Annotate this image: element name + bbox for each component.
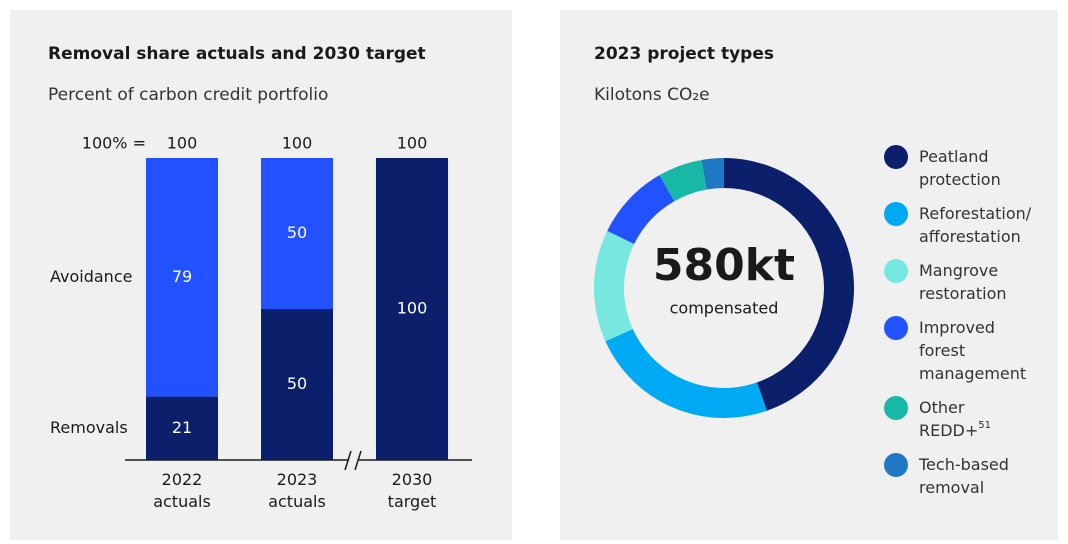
value-label: 50 (287, 223, 307, 242)
legend-marker (884, 396, 908, 420)
donut-segment (607, 175, 675, 245)
legend-label: Other REDD+51 (919, 398, 991, 440)
legend-label-line: Tech-based (918, 455, 1009, 474)
x-tick-label-line: target (388, 492, 437, 511)
legend-marker (884, 316, 908, 340)
legend-label-line: afforestation (919, 227, 1021, 246)
legend-label-line: REDD+ (919, 421, 978, 440)
center-sublabel: compensated (670, 299, 779, 318)
panel (560, 10, 1058, 540)
x-tick-label: 2023 actuals (268, 470, 326, 511)
x-tick-label-line: 2030 (392, 470, 433, 489)
x-tick-label-line: actuals (153, 492, 211, 511)
x-tick-label: 2022 actuals (153, 470, 211, 511)
center-label: 580kt (653, 240, 795, 291)
x-tick-label-line: actuals (268, 492, 326, 511)
legend-label-line: removal (919, 478, 984, 497)
footnote: 51 (978, 420, 991, 431)
axis-break (344, 450, 352, 471)
legend-marker (884, 453, 908, 477)
donut-segment (724, 158, 854, 411)
x-tick-label-line: 2023 (277, 470, 318, 489)
series-label: Avoidance (50, 267, 132, 286)
legend-label: Tech-based removal (918, 455, 1009, 497)
legend-label-line: Peatland (919, 147, 989, 166)
legend-label-line: Other (919, 398, 965, 417)
donut-segment (659, 159, 707, 202)
legend-label-line: forest (919, 341, 965, 360)
total-label: 100 (282, 134, 313, 153)
legend-marker (884, 145, 908, 169)
value-label: 79 (172, 267, 192, 286)
legend-marker (884, 202, 908, 226)
value-label: 100 (397, 299, 428, 318)
legend-label-line: restoration (919, 284, 1007, 303)
legend-marker (884, 259, 908, 283)
bar-segment (261, 309, 333, 460)
value-label: 50 (287, 374, 307, 393)
bar-segment (146, 158, 218, 397)
bar-segment (261, 158, 333, 309)
donut-segment (605, 329, 767, 418)
x-tick-label-line: 2022 (162, 470, 203, 489)
total-label: 100 (167, 134, 198, 153)
chart-subtitle: Kilotons CO₂e (594, 85, 710, 105)
legend-label-line: Reforestation/ (919, 204, 1032, 223)
chart-subtitle: Percent of carbon credit portfolio (48, 85, 328, 105)
legend-label-line: management (919, 364, 1026, 383)
bar-segment (146, 396, 218, 460)
totals-label: 100% = (82, 134, 146, 153)
axis-break (354, 450, 362, 471)
legend-label-line: protection (919, 170, 1001, 189)
legend-label-line: Improved (919, 318, 995, 337)
x-tick-label: 2030 target (388, 470, 437, 511)
chart-title: 2023 project types (594, 44, 774, 64)
total-label: 100 (397, 134, 428, 153)
donut-segment (594, 230, 635, 342)
series-label: Removals (50, 418, 128, 437)
donut-segment (701, 158, 724, 190)
bar-segment (376, 158, 448, 460)
value-label: 21 (172, 418, 192, 437)
legend-label: Peatland protection (919, 147, 1001, 189)
legend-label-line: Mangrove (919, 261, 998, 280)
legend-label: Reforestation/afforestation (919, 204, 1032, 246)
legend-label: Mangrove restoration (919, 261, 1007, 303)
legend-label: Improved forest management (919, 318, 1026, 383)
chart-title: Removal share actuals and 2030 target (48, 44, 426, 64)
